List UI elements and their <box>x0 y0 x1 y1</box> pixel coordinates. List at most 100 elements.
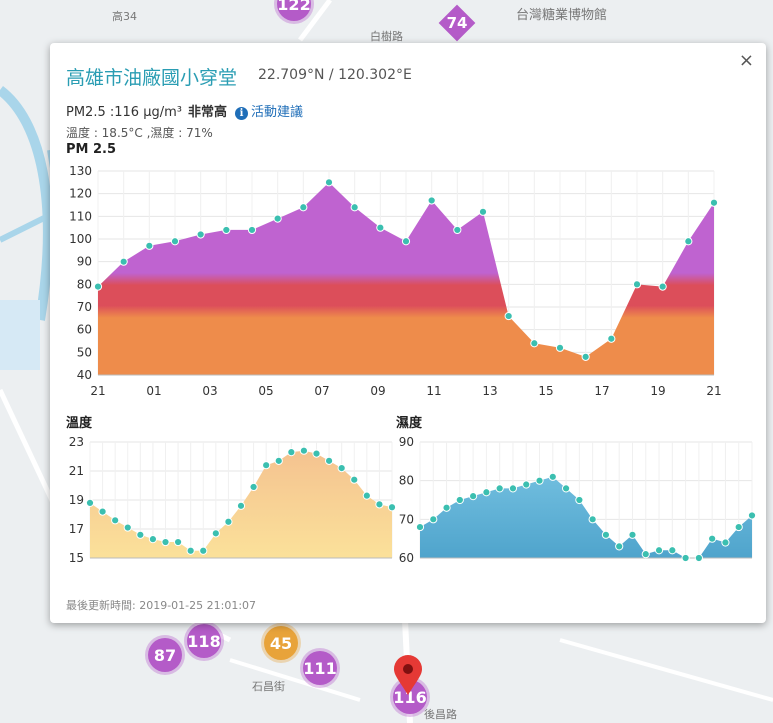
data-point[interactable] <box>236 501 246 510</box>
last-updated: 最後更新時間: 2019-01-25 21:01:07 <box>66 597 256 613</box>
data-point[interactable] <box>684 237 693 246</box>
data-point[interactable] <box>535 476 544 485</box>
data-point[interactable] <box>632 280 642 289</box>
data-point[interactable] <box>145 241 154 250</box>
map-cluster-marker[interactable]: 74 <box>438 4 476 42</box>
data-point[interactable] <box>350 203 359 212</box>
data-point[interactable] <box>350 475 359 484</box>
data-point[interactable] <box>173 537 183 547</box>
humidity-chart: 60 70 80 90 <box>399 435 757 565</box>
data-point[interactable] <box>123 523 132 532</box>
data-point[interactable] <box>747 511 757 520</box>
data-point[interactable] <box>324 456 334 465</box>
data-point[interactable] <box>469 492 478 501</box>
data-point[interactable] <box>85 498 95 508</box>
data-point[interactable] <box>588 515 597 524</box>
data-point[interactable] <box>186 546 195 555</box>
data-point[interactable] <box>628 530 637 539</box>
data-point[interactable] <box>273 214 282 223</box>
data-point[interactable] <box>262 461 271 470</box>
data-point[interactable] <box>249 482 258 492</box>
data-point[interactable] <box>136 530 145 539</box>
data-point[interactable] <box>196 230 205 239</box>
station-coordinates: 22.709°N / 120.302°E <box>258 67 412 83</box>
map-cluster-marker[interactable]: 87 <box>148 638 182 672</box>
x-tick-label: 15 <box>538 384 553 398</box>
data-point[interactable] <box>98 507 107 516</box>
data-point[interactable] <box>601 530 611 539</box>
data-point[interactable] <box>482 488 491 497</box>
data-point[interactable] <box>668 546 677 555</box>
data-point[interactable] <box>287 448 296 457</box>
x-tick-label: 21 <box>706 384 721 398</box>
data-point[interactable] <box>299 446 309 455</box>
data-point[interactable] <box>641 550 650 559</box>
data-point[interactable] <box>478 207 488 216</box>
data-point[interactable] <box>708 534 717 543</box>
data-point[interactable] <box>222 225 231 235</box>
data-point[interactable] <box>148 535 158 544</box>
data-point[interactable] <box>555 343 565 352</box>
data-point[interactable] <box>455 495 464 505</box>
data-point[interactable] <box>495 484 504 493</box>
data-point[interactable] <box>654 546 664 555</box>
data-point[interactable] <box>429 515 438 524</box>
map-cluster-marker[interactable]: 45 <box>264 626 298 660</box>
data-point[interactable] <box>581 352 590 361</box>
data-point[interactable] <box>211 529 220 538</box>
data-point[interactable] <box>681 553 690 563</box>
data-point[interactable] <box>199 546 208 555</box>
data-point[interactable] <box>504 311 513 321</box>
close-icon[interactable]: × <box>738 50 754 71</box>
data-point[interactable] <box>694 553 703 563</box>
data-point[interactable] <box>362 491 371 500</box>
map-cluster-marker[interactable]: 111 <box>303 651 337 685</box>
data-point[interactable] <box>453 225 462 235</box>
data-point[interactable] <box>224 517 233 526</box>
data-point[interactable] <box>161 537 170 547</box>
data-point[interactable] <box>247 225 257 235</box>
data-point[interactable] <box>442 503 451 512</box>
data-point[interactable] <box>312 449 321 458</box>
data-point[interactable] <box>615 542 624 551</box>
y-tick-label: 70 <box>77 300 92 314</box>
weather-summary: 溫度 : 18.5°C ,濕度 : 71% <box>66 126 213 140</box>
data-point[interactable] <box>734 522 743 532</box>
data-point[interactable] <box>658 282 667 291</box>
data-point[interactable] <box>375 500 384 509</box>
data-point[interactable] <box>561 484 571 493</box>
data-point[interactable] <box>709 198 719 207</box>
data-point[interactable] <box>111 516 120 525</box>
map-cluster-marker[interactable]: 116 <box>393 680 427 714</box>
info-icon[interactable]: i <box>234 107 248 120</box>
data-point[interactable] <box>522 480 531 489</box>
data-point[interactable] <box>530 339 539 348</box>
data-point[interactable] <box>170 237 180 246</box>
data-point[interactable] <box>274 456 283 465</box>
location-pin-icon[interactable] <box>394 655 422 695</box>
road-label: 石昌街 <box>252 680 285 693</box>
station-popup: × 高雄市油廠國小穿堂 22.709°N / 120.302°E PM2.5 :… <box>50 43 766 623</box>
data-point[interactable] <box>93 282 103 291</box>
data-point[interactable] <box>548 472 557 481</box>
data-point[interactable] <box>721 538 730 547</box>
data-point[interactable] <box>387 503 397 512</box>
data-point[interactable] <box>607 334 616 343</box>
data-point[interactable] <box>401 237 411 246</box>
data-point[interactable] <box>415 522 425 532</box>
data-point[interactable] <box>337 463 346 473</box>
data-point[interactable] <box>324 178 334 187</box>
data-point[interactable] <box>508 484 518 493</box>
series-area <box>420 476 752 558</box>
data-point[interactable] <box>376 223 385 232</box>
y-tick-label: 80 <box>399 474 414 488</box>
activity-suggestion-link[interactable]: 活動建議 <box>250 105 303 120</box>
data-point[interactable] <box>575 495 584 505</box>
map-cluster-marker[interactable]: 122 <box>277 0 311 21</box>
data-point[interactable] <box>119 257 128 266</box>
data-point[interactable] <box>427 196 436 205</box>
map-cluster-marker[interactable]: 118 <box>187 624 221 658</box>
road-label: 後昌路 <box>424 708 457 721</box>
data-point[interactable] <box>299 203 308 212</box>
